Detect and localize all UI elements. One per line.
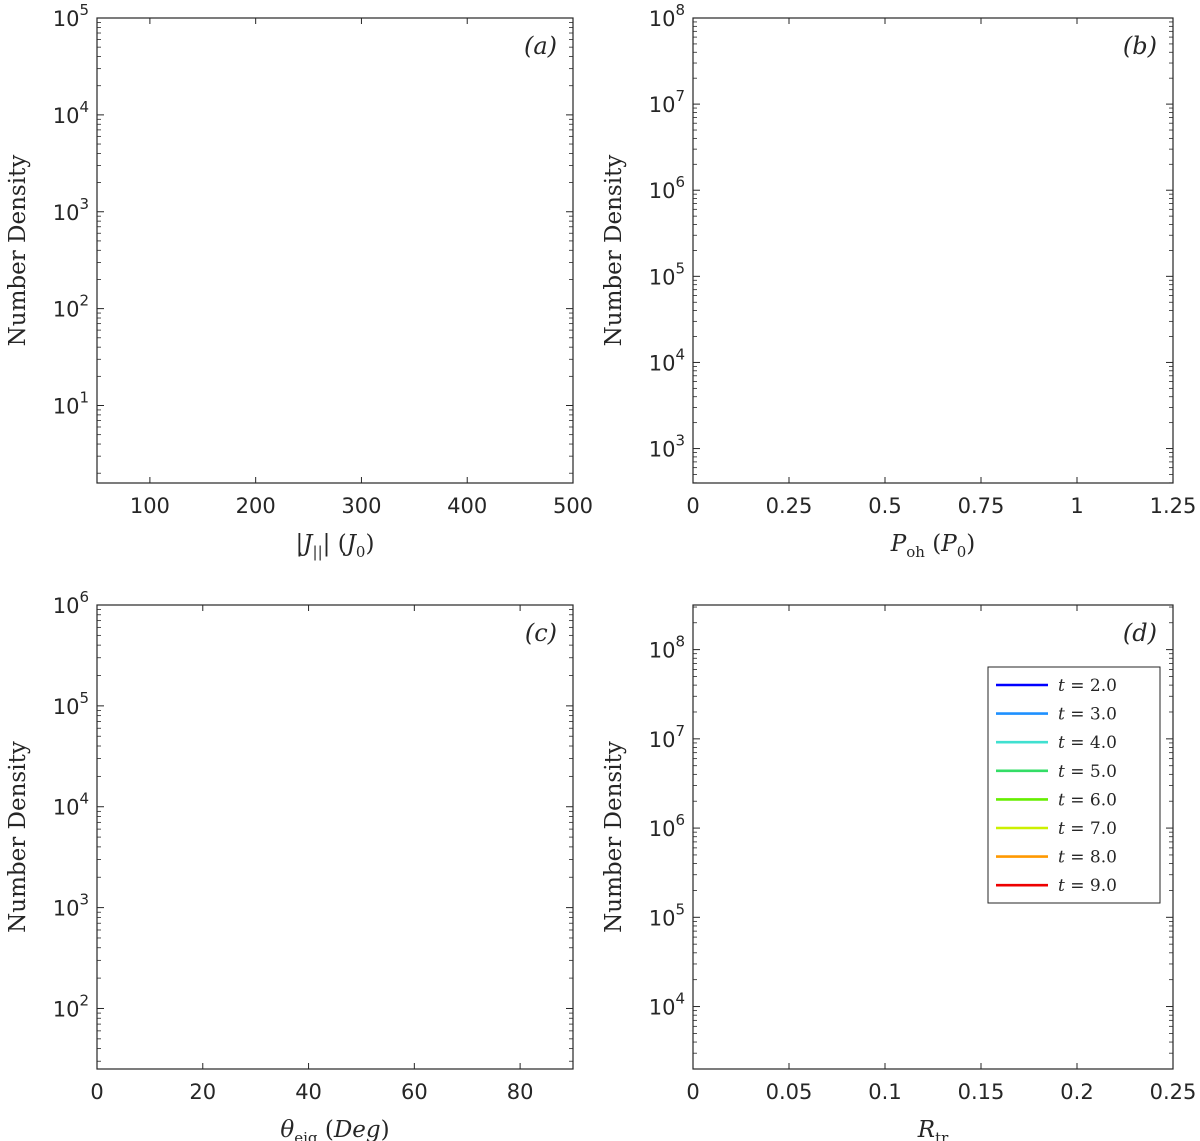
x-tick-label: 60 [401,1080,428,1104]
x-axis-label: Poh (P0) [890,531,976,561]
x-tick-label: 1.25 [1150,494,1197,518]
panel-c: 0 20 40 60 80 102 103 104 105 106 θeig (Deg) Number… [5,588,574,1141]
y-tick-label: 106 [53,588,89,618]
y-tick-label: 105 [53,689,89,719]
x-tick-label: 0.1 [868,1080,901,1104]
y-tick-label: 108 [649,1,685,31]
x-tick-label: 0.75 [958,494,1005,518]
x-axis-label: θeig (Deg) [280,1117,389,1141]
panel-tag: (c) [525,619,557,647]
x-tick-label: 500 [553,494,593,518]
y-tick-label: 104 [53,790,89,820]
y-tick-label: 105 [649,900,685,930]
y-tick-label: 105 [649,259,685,289]
panel-tag: (d) [1123,619,1157,647]
panel-b: 0 0.25 0.5 0.75 1 1.25 103 104 105 106 107 108 Poh (… [601,1,1196,561]
panel-tag: (a) [524,32,557,60]
x-axis-label: |J||| (J0) [296,531,375,561]
x-tick-label: 80 [507,1080,534,1104]
y-axis-label: Number Density [5,155,31,347]
panel-a: 100 200 300 400 500 101 102 103 104 105 |J||| (J0)… [5,1,593,561]
y-tick-label: 107 [649,722,685,752]
plot-area [692,17,1174,484]
legend-label: t = 8.0 [1058,848,1117,868]
y-tick-label: 104 [53,98,89,128]
y-tick-label: 108 [649,633,685,663]
x-tick-label: 0.25 [1150,1080,1197,1104]
y-tick-label: 106 [649,811,685,841]
x-tick-label: 40 [295,1080,322,1104]
plot-area [96,17,574,484]
y-tick-label: 103 [53,195,89,225]
legend-label: t = 5.0 [1058,762,1117,782]
legend-label: t = 4.0 [1058,733,1117,753]
x-tick-label: 20 [189,1080,216,1104]
x-tick-label: 100 [130,494,170,518]
x-tick-label: 0.15 [958,1080,1005,1104]
x-tick-label: 0 [686,1080,699,1104]
legend-label: t = 7.0 [1058,819,1117,839]
x-tick-label: 400 [447,494,487,518]
x-tick-label: 300 [341,494,381,518]
panel-tag: (b) [1123,32,1157,60]
legend: t = 2.0 t = 3.0 t = 4.0 t = 5.0 t = 6.0 t = 7… [987,666,1161,904]
x-axis-label: Rtr [917,1117,949,1141]
y-axis-label: Number Density [601,155,627,347]
y-tick-label: 102 [53,292,89,322]
y-tick-label: 105 [53,1,89,31]
y-tick-label: 104 [649,990,685,1020]
legend-label: t = 9.0 [1058,876,1117,896]
plot-area [96,604,574,1070]
y-tick-label: 103 [649,432,685,462]
x-tick-label: 0.2 [1060,1080,1093,1104]
y-axis-label: Number Density [601,741,627,933]
x-tick-label: 0.5 [868,494,901,518]
x-tick-label: 0 [90,1080,103,1104]
y-tick-label: 102 [53,991,89,1021]
y-tick-label: 101 [53,389,89,419]
y-tick-label: 104 [649,345,685,375]
y-tick-label: 107 [649,87,685,117]
y-tick-label: 106 [649,173,685,203]
legend-box [987,666,1161,904]
x-tick-label: 1 [1070,494,1083,518]
legend-label: t = 2.0 [1058,676,1117,696]
legend-label: t = 6.0 [1058,790,1117,810]
y-tick-label: 103 [53,891,89,921]
x-tick-label: 0 [686,494,699,518]
legend-label: t = 3.0 [1058,705,1117,725]
x-tick-label: 0.25 [766,494,813,518]
x-tick-label: 0.05 [766,1080,813,1104]
x-tick-label: 200 [236,494,276,518]
y-axis-label: Number Density [5,741,31,933]
